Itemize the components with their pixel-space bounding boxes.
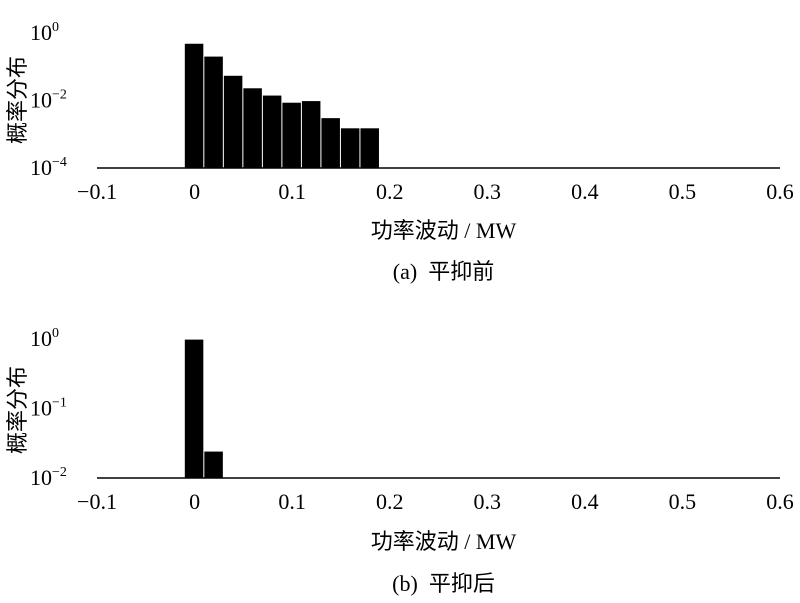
chart-caption: (b) 平抑后 [392,571,495,596]
bar [243,88,262,168]
x-tick-label: 0.1 [278,489,306,514]
x-tick-label: 0.4 [571,179,599,204]
x-tick-label: 0.2 [376,489,404,514]
x-tick-label: 0.5 [669,179,697,204]
y-tick-base: 10 [30,396,52,421]
x-tick-label: 0.1 [278,179,306,204]
y-axis-label: 概率分布 [5,56,30,144]
x-tick-label: 0.6 [766,489,794,514]
bar [223,75,243,168]
y-tick-base: 10 [30,88,52,113]
y-tick-label: 10−2 [30,465,67,490]
x-tick-label: 0.4 [571,489,599,514]
x-axis-ticks: −0.1 0 0.1 0.2 0.3 0.4 0.5 0.6 [77,489,794,514]
x-tick-label: 0.6 [766,179,794,204]
y-tick-label: 10−1 [30,396,67,421]
y-tick-exponent: −2 [52,465,67,480]
y-tick-label: 100 [30,326,59,351]
bar [340,128,360,168]
y-axis-label: 概率分布 [5,366,30,454]
bar [184,339,204,478]
bar [321,118,340,168]
bar [204,56,223,168]
y-tick-exponent: −4 [52,155,67,170]
x-tick-label: 0 [189,179,200,204]
x-tick-label: −0.1 [77,179,117,204]
y-tick-base: 10 [30,326,52,351]
bar [282,102,301,168]
x-tick-label: 0.2 [376,179,404,204]
bar [184,43,204,168]
y-tick-exponent: 0 [52,20,59,35]
x-tick-label: 0.5 [669,489,697,514]
x-axis-ticks: −0.1 0 0.1 0.2 0.3 0.4 0.5 0.6 [77,179,794,204]
bar [360,128,379,168]
y-tick-label: 10−2 [30,88,67,113]
y-tick-exponent: −1 [52,396,67,411]
x-axis-label: 功率波动 / MW [371,218,517,243]
bar-series [184,43,379,168]
bar [301,101,321,168]
y-tick-exponent: 0 [52,326,59,341]
bar [262,95,282,168]
y-tick-exponent: −2 [52,88,67,103]
bar-series [184,339,223,478]
bar [204,451,223,478]
y-tick-label: 10−4 [30,155,67,180]
x-axis-label: 功率波动 / MW [371,529,517,554]
y-tick-base: 10 [30,155,52,180]
x-tick-label: −0.1 [77,489,117,514]
x-tick-label: 0.3 [474,179,502,204]
y-tick-label: 100 [30,20,59,45]
chart-caption: (a) 平抑前 [393,259,494,284]
x-tick-label: 0.3 [474,489,502,514]
x-tick-label: 0 [189,489,200,514]
y-tick-base: 10 [30,20,52,45]
y-tick-base: 10 [30,465,52,490]
